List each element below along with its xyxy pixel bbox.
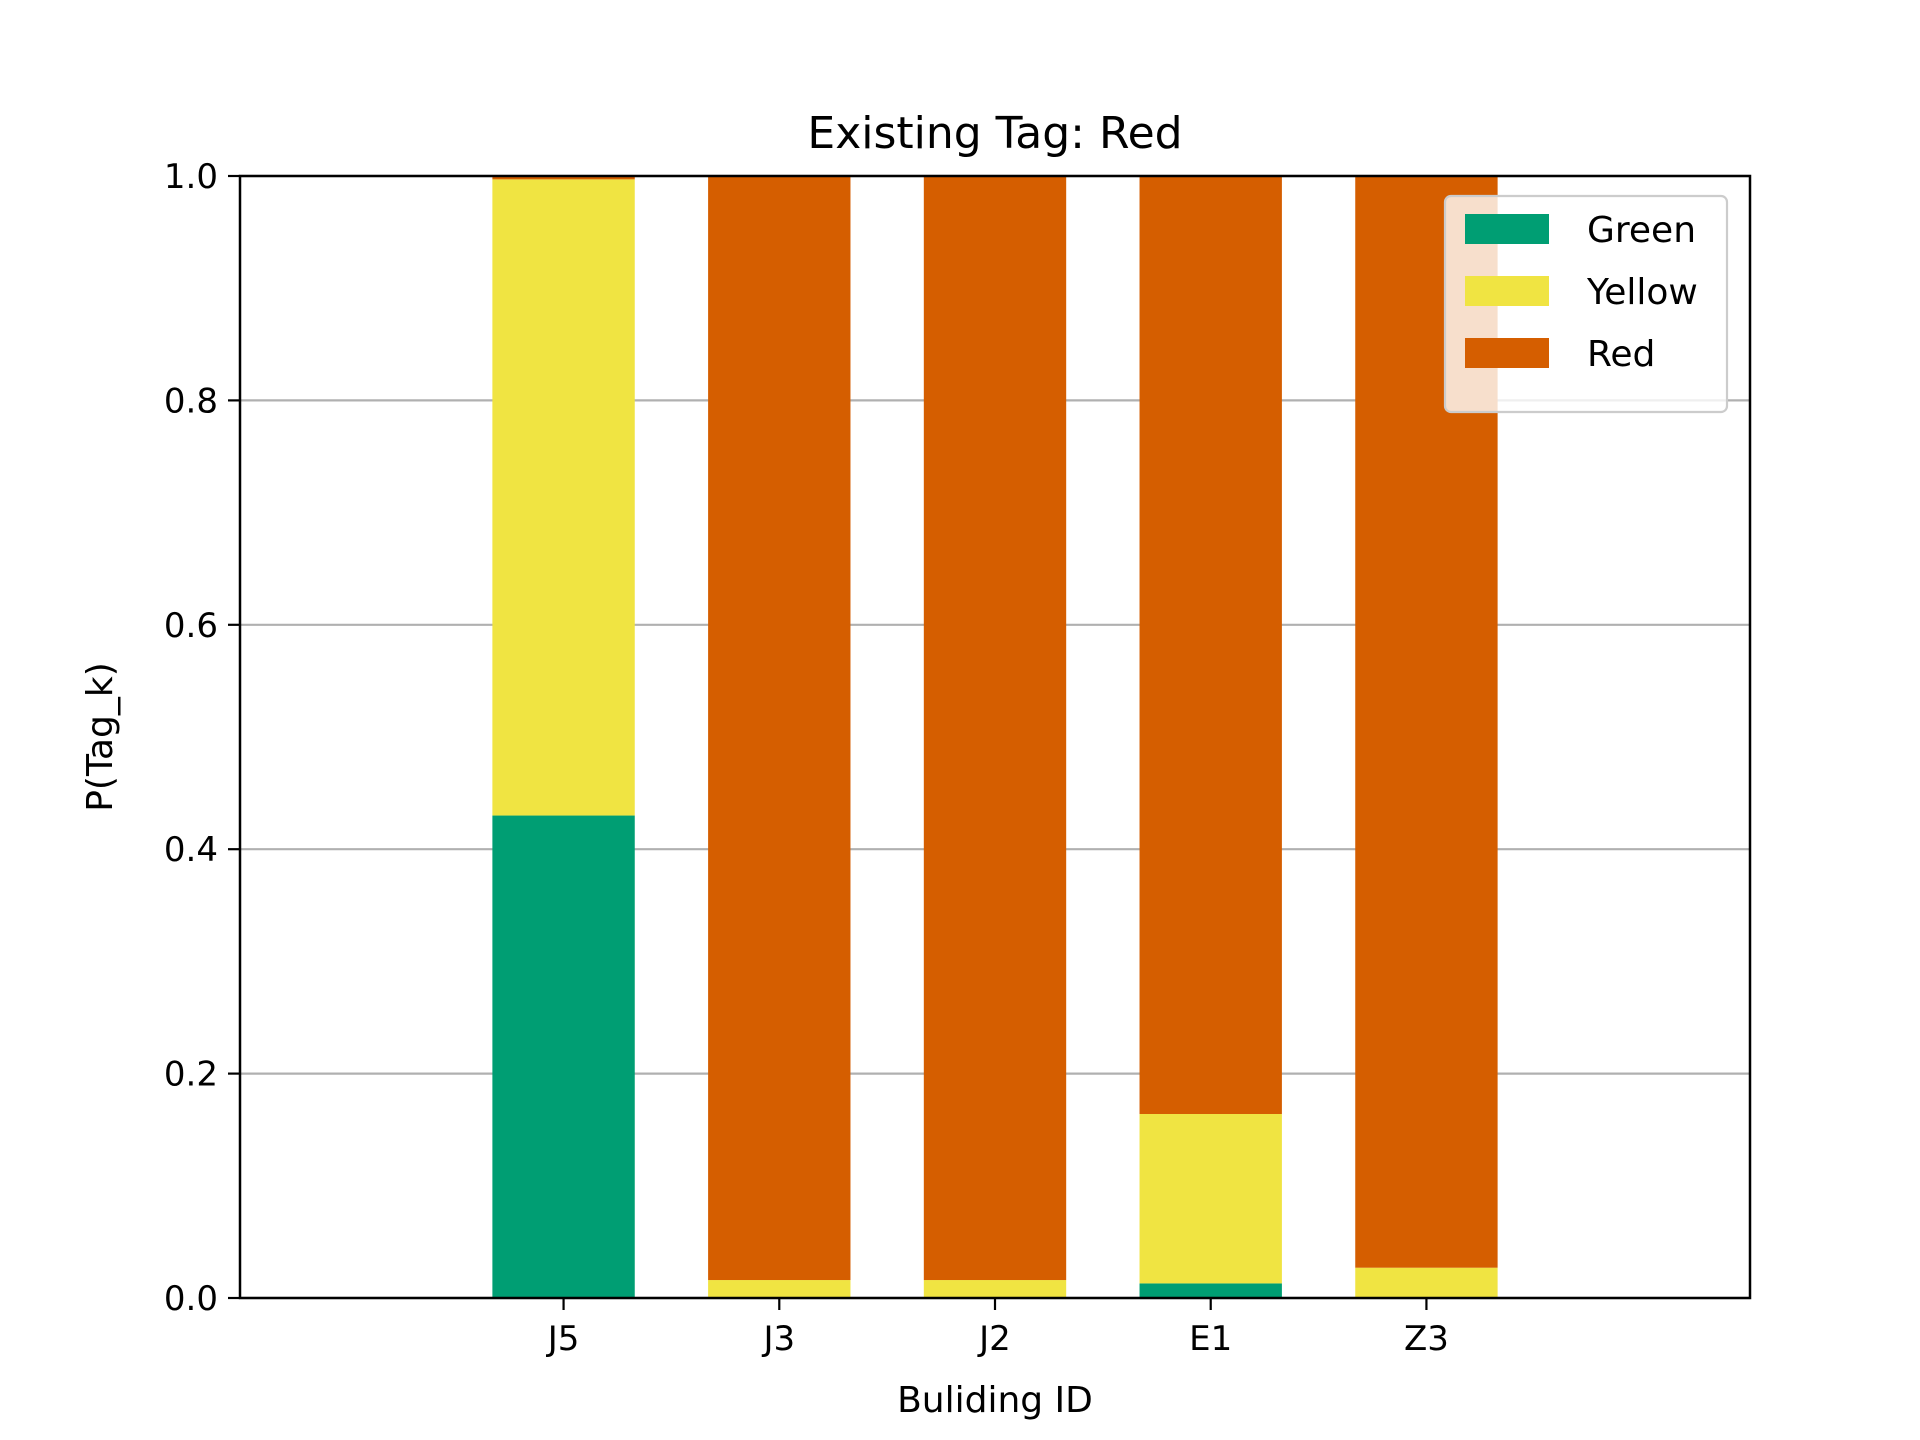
bar-j5-red — [492, 176, 635, 180]
x-tick-label: J5 — [546, 1319, 580, 1359]
x-tick-label: E1 — [1189, 1319, 1232, 1359]
bar-j3-yellow — [708, 1280, 851, 1298]
bar-e1-yellow — [1139, 1113, 1282, 1284]
legend: Green Yellow Red — [1443, 194, 1729, 414]
y-tick-label: 0.4 — [164, 830, 218, 870]
y-axis-label: P(Tag_k) — [80, 662, 121, 812]
y-tick-label: 0.8 — [164, 381, 218, 421]
chart-title: Existing Tag: Red — [807, 108, 1182, 159]
y-tick-label: 0.2 — [164, 1055, 218, 1095]
x-axis-label: Buliding ID — [897, 1380, 1093, 1421]
legend-label-yellow: Yellow — [1586, 272, 1698, 313]
legend-swatch-red — [1465, 338, 1549, 368]
y-tick-label: 1.0 — [164, 157, 218, 197]
x-tick-label: J2 — [977, 1319, 1011, 1359]
bar-j2-red — [923, 176, 1067, 1281]
bar-j5-yellow — [492, 179, 635, 816]
bar-e1-green — [1139, 1283, 1282, 1298]
y-axis-ticks: 0.0 0.2 0.4 0.6 0.8 1.0 — [164, 157, 240, 1319]
x-tick-label: J3 — [761, 1319, 795, 1359]
legend-label-red: Red — [1587, 334, 1655, 375]
y-tick-label: 0.0 — [164, 1279, 218, 1319]
bar-j2-yellow — [923, 1280, 1067, 1298]
bar-z3-yellow — [1355, 1267, 1498, 1298]
legend-swatch-green — [1465, 214, 1549, 244]
bar-j3-red — [708, 176, 851, 1281]
bar-j5-green — [492, 815, 635, 1298]
y-tick-label: 0.6 — [164, 606, 218, 646]
bar-e1-red — [1139, 176, 1282, 1114]
x-axis-ticks: J5 J3 J2 E1 Z3 — [546, 1298, 1449, 1359]
legend-label-green: Green — [1587, 210, 1696, 251]
x-tick-label: Z3 — [1404, 1319, 1449, 1359]
bars — [492, 176, 1498, 1298]
legend-swatch-yellow — [1465, 276, 1549, 306]
